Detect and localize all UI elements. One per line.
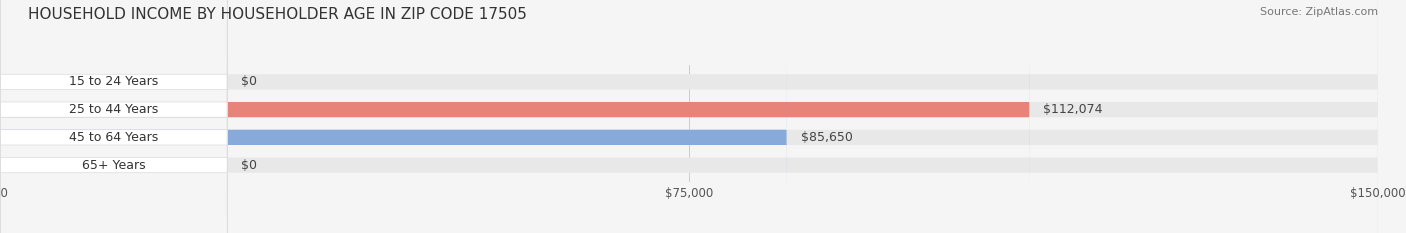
FancyBboxPatch shape — [0, 0, 1029, 233]
Text: 15 to 24 Years: 15 to 24 Years — [69, 75, 159, 88]
Text: $0: $0 — [242, 159, 257, 171]
FancyBboxPatch shape — [0, 0, 228, 233]
Text: 25 to 44 Years: 25 to 44 Years — [69, 103, 159, 116]
Text: 45 to 64 Years: 45 to 64 Years — [69, 131, 159, 144]
Text: $0: $0 — [242, 75, 257, 88]
Text: Source: ZipAtlas.com: Source: ZipAtlas.com — [1260, 7, 1378, 17]
FancyBboxPatch shape — [0, 0, 228, 233]
FancyBboxPatch shape — [0, 0, 228, 233]
Text: 65+ Years: 65+ Years — [82, 159, 145, 171]
Text: $85,650: $85,650 — [800, 131, 852, 144]
FancyBboxPatch shape — [0, 0, 787, 233]
Text: HOUSEHOLD INCOME BY HOUSEHOLDER AGE IN ZIP CODE 17505: HOUSEHOLD INCOME BY HOUSEHOLDER AGE IN Z… — [28, 7, 527, 22]
FancyBboxPatch shape — [0, 0, 228, 233]
Text: $112,074: $112,074 — [1043, 103, 1102, 116]
